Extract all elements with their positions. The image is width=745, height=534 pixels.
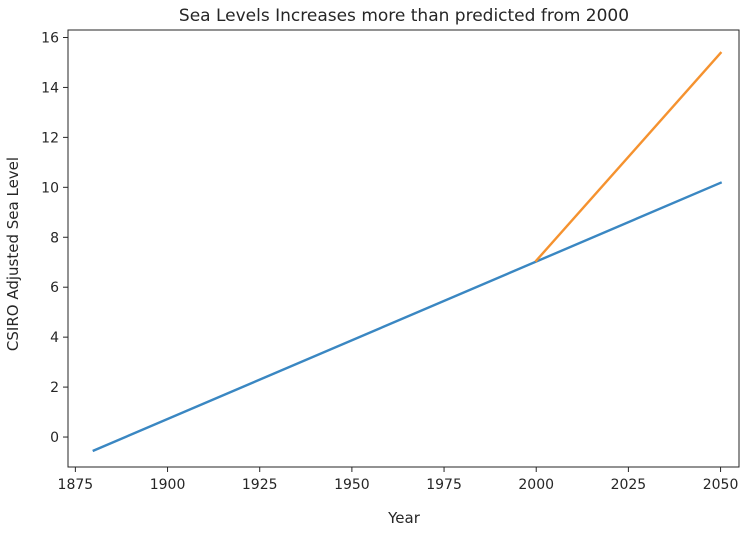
plot-area <box>67 29 740 468</box>
x-tick-label: 2000 <box>518 477 554 493</box>
y-tick-label: 4 <box>50 330 59 346</box>
y-tick-label: 2 <box>50 380 59 396</box>
x-tick-label: 1925 <box>242 477 278 493</box>
series-group <box>92 51 723 453</box>
series-line-1 <box>92 181 723 453</box>
x-axis-label: Year <box>387 509 421 527</box>
x-tick-label: 1950 <box>334 477 370 493</box>
series-line-2 <box>534 51 723 263</box>
y-tick-label: 6 <box>50 280 59 296</box>
y-axis: 0 2 4 6 8 10 12 14 16 <box>41 30 68 446</box>
y-tick-label: 10 <box>41 180 59 196</box>
y-tick-label: 16 <box>41 30 59 46</box>
y-tick-label: 0 <box>50 430 59 446</box>
x-tick-label: 2025 <box>611 477 647 493</box>
plot-frame <box>67 29 740 468</box>
y-axis-label: CSIRO Adjusted Sea Level <box>4 157 22 351</box>
chart-title: Sea Levels Increases more than predicted… <box>179 6 629 26</box>
y-tick-label: 12 <box>41 130 59 146</box>
y-tick-label: 8 <box>50 230 59 246</box>
x-tick-label: 1875 <box>58 477 94 493</box>
x-tick-label: 1900 <box>150 477 186 493</box>
x-axis: 1875 1900 1925 1950 1975 2000 2025 2050 <box>58 467 739 493</box>
y-tick-label: 14 <box>41 80 59 96</box>
x-tick-label: 2050 <box>703 477 739 493</box>
x-tick-label: 1975 <box>426 477 462 493</box>
